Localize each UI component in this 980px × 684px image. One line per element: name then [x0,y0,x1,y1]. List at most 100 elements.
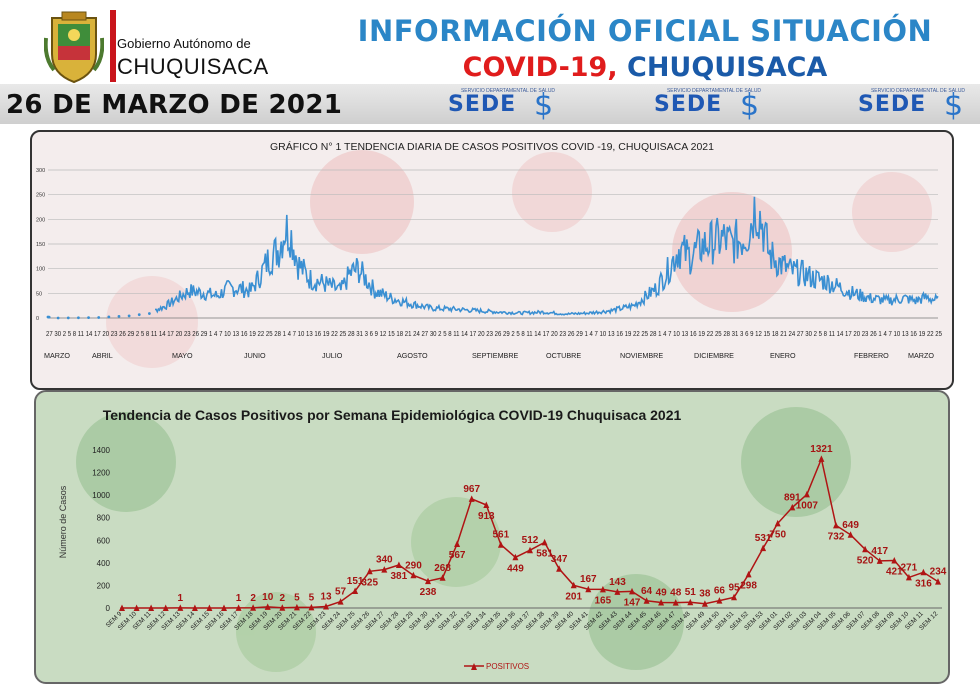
data-label: 13 [320,592,332,603]
daily-point [87,316,90,320]
week-marker [468,495,475,502]
week-marker [425,577,431,585]
y-tick-label: 800 [97,514,111,523]
page-title: INFORMACIÓN OFICIAL SITUACIÓN [357,14,933,48]
date-bar [0,84,980,124]
chart-gridlines [48,169,938,319]
data-label: 51 [685,587,697,598]
data-label: 2 [250,593,256,604]
x-axis-month-labels: MARZO ABRIL MAYO JUNIO JULIO AGOSTO SEPTIEMBRE… [44,351,934,360]
y-tick-label: 400 [97,559,111,568]
sedes-logo: SERVICIO DEPARTAMENTAL DE SALUD SEDE $ [448,88,568,123]
week-marker [133,604,140,611]
data-label: 268 [434,563,451,574]
data-label: 2 [280,593,286,604]
weekly-cases-chart: Tendencia de Casos Positivos por Semana … [58,407,947,672]
data-label: 66 [714,586,726,597]
y-tick-label: 150 [36,242,45,248]
month-label: OCTUBRE [546,351,581,360]
week-marker [483,501,490,508]
data-labels: 1 1 2 10 2 5 5 13 571513253403812902382685679679… [178,444,947,608]
week-marker [905,573,912,581]
month-label: FEBRERO [854,351,889,360]
week-marker [308,603,315,611]
data-label: 449 [507,563,524,574]
data-label: 531 [755,533,772,544]
week-marker [716,597,723,604]
daily-point [47,315,51,319]
week-marker [833,521,839,529]
week-marker [876,557,883,564]
week-marker [847,531,854,538]
data-label: 143 [609,577,626,588]
week-marker [279,604,286,611]
caduceus-icon: $ [944,88,964,123]
daily-point [77,316,80,320]
y-tick-label: 200 [97,581,111,590]
week-marker [920,568,927,576]
data-label: 891 [784,492,801,503]
week-marker [745,570,752,578]
week-marker [789,503,796,511]
week-marker [672,599,679,606]
month-label: JULIO [322,351,343,360]
y-tick-label: 600 [97,536,111,545]
covid-label: COVID-19, [462,52,618,83]
daily-point [97,316,101,319]
week-marker [774,519,781,527]
virus-watermarks [106,150,932,368]
sedes-label: SEDE [654,92,723,117]
week-marker [206,604,213,611]
data-label: 325 [361,577,378,588]
legend-label: POSITIVOS [486,662,529,671]
data-label: 913 [478,511,495,522]
data-label: 1007 [796,500,819,511]
chart-title: Tendencia de Casos Positivos por Semana … [103,407,682,423]
data-label: 201 [565,591,582,602]
data-label: 567 [449,550,466,561]
week-marker [352,587,359,594]
data-label: 520 [857,555,874,566]
y-tick-label: 100 [36,267,45,273]
data-label: 167 [580,574,597,585]
week-marker [527,546,533,554]
week-marker [293,603,300,611]
month-label: DICIEMBRE [694,351,734,360]
week-marker [221,604,227,611]
month-label: ABRIL [92,351,113,360]
week-marker [701,600,708,607]
daily-point [147,312,151,315]
data-label: 5 [294,592,300,603]
week-marker [556,565,563,572]
region-label: CHUQUISACA [617,52,828,83]
x-axis-day-ticks: 27 30 2 5 8 11 14 17 20 23 26 29 2 5 8 1… [46,329,942,338]
y-tick-label: 0 [106,604,111,613]
daily-cases-line [155,196,939,316]
y-axis-ticks: 0 200 400 600 800 1000 1200 1400 [92,446,110,613]
department-label: CHUQUISACA [117,54,269,79]
week-marker [658,599,665,606]
month-label: MARZO [908,351,934,360]
week-marker [570,581,577,589]
week-marker [891,557,898,564]
week-marker [687,598,694,606]
week-marker [366,567,373,575]
week-marker [862,545,869,553]
y-tick-label: 0 [36,316,39,322]
week-marker [323,603,329,610]
week-marker [162,604,169,611]
daily-point [66,316,70,320]
data-label: 234 [930,567,947,578]
week-marker [803,490,810,498]
data-label: 10 [262,592,274,603]
week-marker [454,540,461,547]
y-tick-label: 1400 [92,446,110,455]
month-label: ENERO [770,351,796,360]
government-label: Gobierno Autónomo de [117,36,251,51]
daily-point [117,314,121,318]
data-label: 1321 [810,444,833,455]
data-label: 290 [405,560,422,571]
data-label: 57 [335,587,347,598]
data-label: 48 [670,588,682,599]
weekly-chart-panel: Tendencia de Casos Positivos por Semana … [34,390,950,684]
